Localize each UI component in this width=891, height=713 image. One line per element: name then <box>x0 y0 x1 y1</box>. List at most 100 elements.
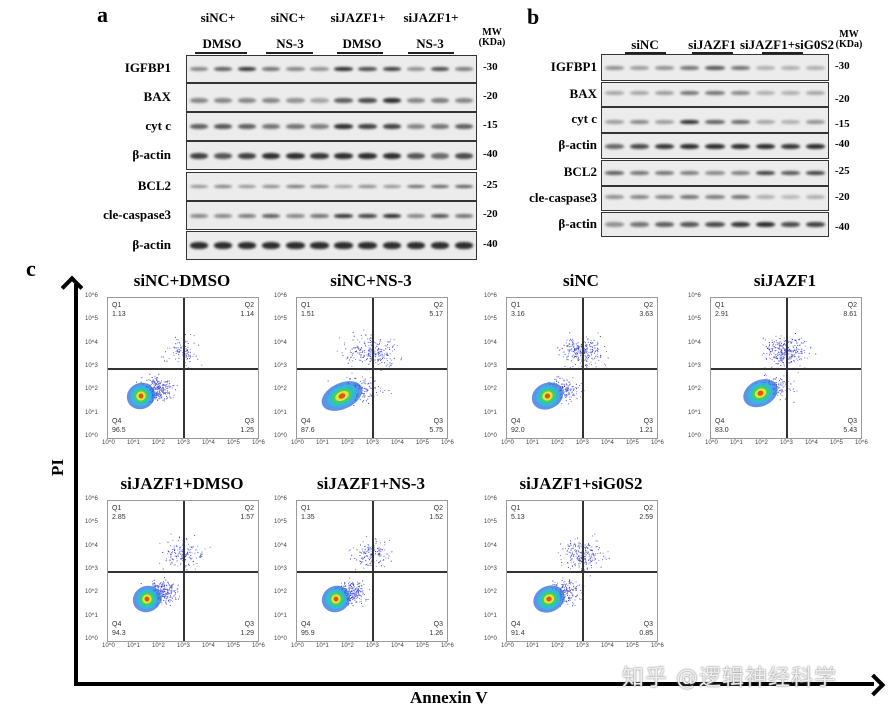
mw-label: MW <box>839 29 859 40</box>
mw-marker: -20 <box>483 207 498 220</box>
quadrant-q3-name: Q3 <box>433 418 443 425</box>
y-tick-label: 10^6 <box>688 293 701 299</box>
protein-band <box>262 67 281 71</box>
scatter-points <box>743 333 817 408</box>
x-tick-label: 10^4 <box>601 440 614 446</box>
panel-b-underline <box>625 52 666 54</box>
protein-band <box>406 124 425 129</box>
protein-band <box>213 124 233 129</box>
panel-a-underline <box>266 52 313 54</box>
protein-band <box>454 185 474 188</box>
protein-band <box>655 143 675 149</box>
quadrant-q4-name: Q4 <box>301 418 311 425</box>
y-tick-label: 10^1 <box>274 612 287 619</box>
protein-band <box>780 65 800 70</box>
quadrant-q4-value: 94.3 <box>112 630 126 637</box>
protein-band <box>430 67 450 71</box>
protein-band <box>286 152 305 159</box>
protein-band <box>805 65 825 70</box>
protein-band <box>655 222 675 227</box>
protein-band <box>358 67 377 71</box>
quadrant-q1-value: 2.91 <box>715 311 729 318</box>
protein-band <box>705 194 725 199</box>
quadrant-q4-name: Q4 <box>112 418 122 425</box>
quadrant-q4: Q4 91.4 <box>511 620 525 638</box>
quadrant-gate-horizontal <box>711 368 861 370</box>
quadrant-q1: Q1 2.91 <box>715 301 729 319</box>
x-tick-label: 10^3 <box>366 440 379 446</box>
quadrant-q2-name: Q2 <box>433 505 443 512</box>
quadrant-q4-name: Q4 <box>715 418 725 425</box>
protein-band <box>755 120 775 124</box>
watermark: 知乎 @逻辑神经科学 <box>622 666 837 691</box>
mw-marker: -20 <box>835 92 850 105</box>
x-tick-label: 10^2 <box>152 643 165 649</box>
quadrant-q4-name: Q4 <box>301 621 311 628</box>
y-tick-label: 10^4 <box>688 339 701 346</box>
flow-plot: siNC+DMSO Q1 1.13 Q2 1.14 Q4 96.5 Q3 1.25 10^0 10^… <box>85 271 267 471</box>
quadrant-q3: Q3 5.43 <box>843 417 857 435</box>
mw-marker: -25 <box>835 165 850 177</box>
protein-band <box>630 120 650 124</box>
quadrant-q2-value: 5.17 <box>429 311 443 318</box>
flow-plot-title: siNC+NS-3 <box>330 271 412 290</box>
y-tick-label: 10^1 <box>85 409 98 416</box>
y-tick-label: 10^3 <box>274 363 287 369</box>
protein-band <box>286 67 305 71</box>
blot-image <box>186 83 477 112</box>
y-tick-label: 10^0 <box>274 433 287 439</box>
quadrant-q2: Q2 1.52 <box>429 504 443 522</box>
quadrant-q3-name: Q3 <box>847 418 857 425</box>
y-tick-label: 10^4 <box>274 339 287 346</box>
quadrant-q2: Q2 8.61 <box>843 301 857 319</box>
mw-marker: -40 <box>835 220 850 233</box>
y-tick-label: 10^6 <box>274 293 287 299</box>
protein-band <box>334 152 353 159</box>
quadrant-q4-name: Q4 <box>511 621 521 628</box>
blot-image <box>186 201 477 230</box>
scatter-points <box>126 334 203 410</box>
quadrant-q1-name: Q1 <box>511 302 521 309</box>
protein-band <box>310 152 329 159</box>
protein-band <box>805 90 825 95</box>
protein-band <box>262 213 281 218</box>
quadrant-q1-value: 5.13 <box>511 514 525 521</box>
x-tick-label: 10^2 <box>755 440 768 446</box>
quadrant-q2-value: 1.57 <box>240 514 254 521</box>
protein-band <box>189 152 209 159</box>
protein-band <box>262 185 281 188</box>
protein-band <box>189 242 209 249</box>
quadrant-q3-name: Q3 <box>433 621 443 628</box>
protein-band <box>334 67 353 71</box>
flow-plot-area: Q1 3.16 Q2 3.63 Q4 92.0 Q3 1.21 <box>506 297 658 439</box>
quadrant-q3: Q3 1.21 <box>639 417 653 435</box>
flow-plot-area: Q1 1.13 Q2 1.14 Q4 96.5 Q3 1.25 <box>107 297 259 439</box>
y-tick-label: 10^5 <box>688 316 701 323</box>
quadrant-gate-horizontal <box>507 368 657 370</box>
blot-image <box>601 133 829 159</box>
protein-band <box>238 185 257 188</box>
x-tick-label: 10^6 <box>651 440 664 446</box>
quadrant-q2-name: Q2 <box>433 302 443 309</box>
protein-band <box>213 98 233 103</box>
blot-label: cyt c <box>571 111 597 126</box>
y-tick-label: 10^3 <box>85 566 98 572</box>
y-tick-label: 10^0 <box>688 433 701 439</box>
x-tick-label: 10^3 <box>177 643 190 649</box>
protein-band <box>238 152 257 159</box>
protein-band <box>213 213 233 218</box>
quadrant-q2-name: Q2 <box>244 505 254 512</box>
y-tick-label: 10^6 <box>85 496 98 502</box>
y-tick-label: 10^3 <box>274 566 287 572</box>
x-tick-label: 10^3 <box>177 440 190 446</box>
protein-band <box>730 120 750 124</box>
protein-band <box>705 171 725 175</box>
protein-band <box>755 222 775 227</box>
y-tick-label: 10^0 <box>85 433 98 439</box>
x-axis-arrow-icon <box>862 673 886 697</box>
y-tick-label: 10^5 <box>85 316 98 323</box>
protein-band <box>310 213 329 218</box>
quadrant-q2-value: 2.59 <box>639 514 653 521</box>
blot-label: β-actin <box>558 215 597 231</box>
x-tick-label: 10^1 <box>730 440 743 446</box>
